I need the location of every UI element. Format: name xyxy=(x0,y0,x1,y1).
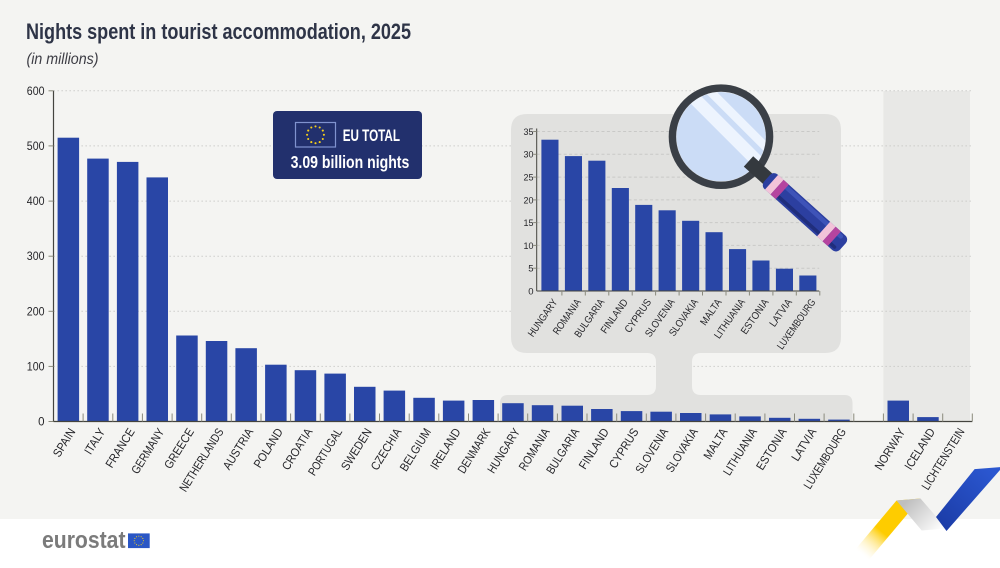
svg-text:300: 300 xyxy=(27,251,45,263)
svg-text:100: 100 xyxy=(27,361,45,373)
svg-text:500: 500 xyxy=(27,141,45,153)
svg-text:20: 20 xyxy=(524,195,534,206)
svg-text:10: 10 xyxy=(524,241,534,252)
svg-text:35: 35 xyxy=(524,127,534,138)
svg-text:600: 600 xyxy=(27,86,45,98)
svg-text:30: 30 xyxy=(524,150,534,161)
svg-text:200: 200 xyxy=(27,306,45,318)
svg-text:25: 25 xyxy=(524,173,534,184)
svg-text:3.09 billion nights: 3.09 billion nights xyxy=(291,152,410,172)
svg-text:EU TOTAL: EU TOTAL xyxy=(343,126,400,145)
svg-text:Nights spent in tourist accomm: Nights spent in tourist accommodation, 2… xyxy=(26,19,411,44)
svg-text:0: 0 xyxy=(38,417,44,429)
svg-text:5: 5 xyxy=(528,264,533,275)
svg-text:eurostat: eurostat xyxy=(42,527,126,554)
svg-text:400: 400 xyxy=(27,196,45,208)
svg-text:0: 0 xyxy=(528,286,533,297)
svg-text:15: 15 xyxy=(524,218,534,229)
svg-text:(in millions): (in millions) xyxy=(27,51,99,68)
